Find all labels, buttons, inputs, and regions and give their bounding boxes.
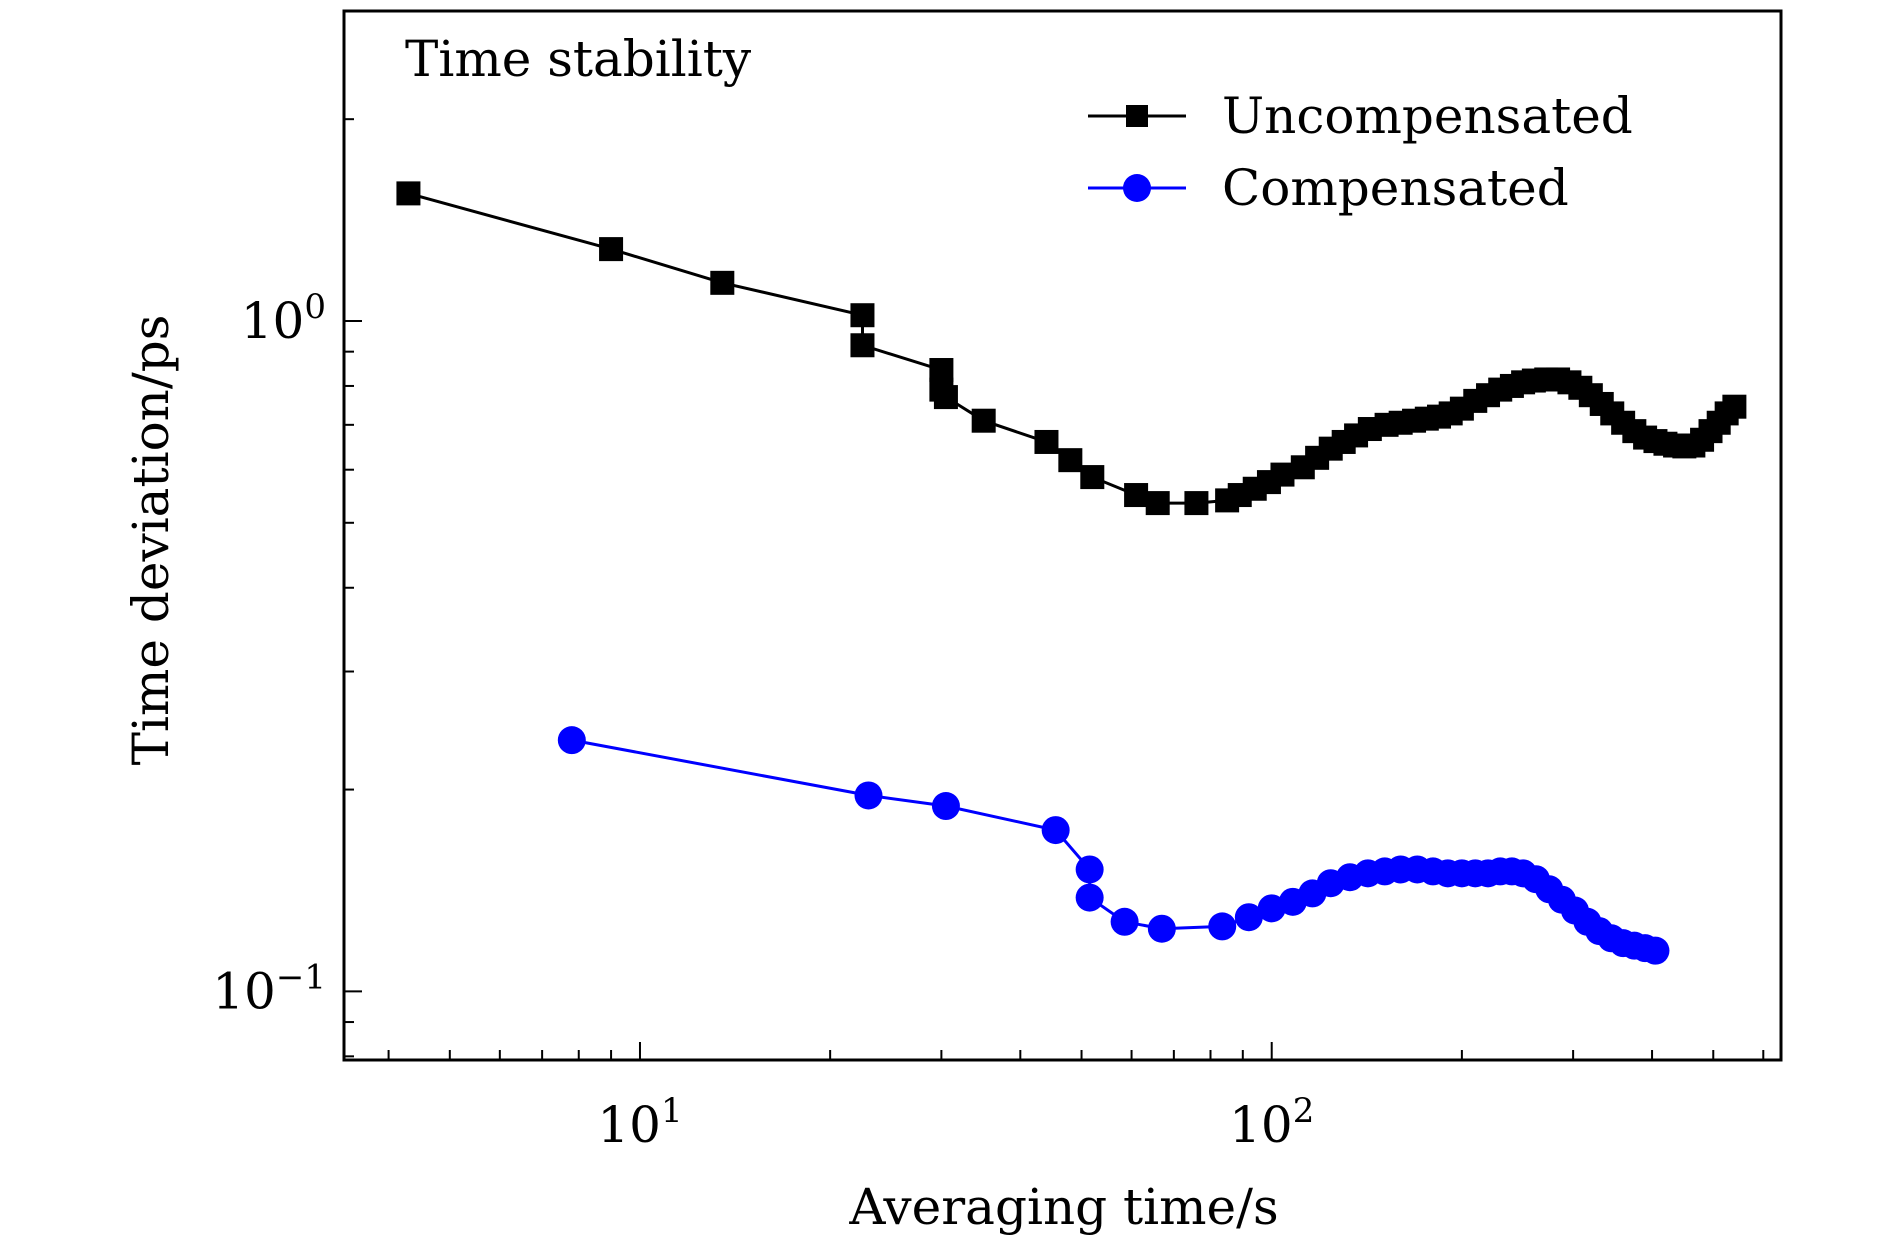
data-point-uncompensated — [1058, 448, 1083, 473]
x-axis-label: Averaging time/s — [848, 1178, 1278, 1236]
data-point-compensated — [1257, 894, 1286, 923]
data-point-uncompensated — [1034, 429, 1059, 454]
data-point-compensated — [1075, 855, 1104, 884]
data-point-compensated — [854, 781, 883, 810]
data-point-uncompensated — [710, 270, 735, 295]
data-point-uncompensated — [1080, 465, 1105, 490]
plot-frame — [342, 9, 1783, 1062]
data-point-uncompensated — [1124, 483, 1149, 508]
data-point-uncompensated — [1145, 491, 1170, 516]
legend: Uncompensated Compensated — [1088, 87, 1633, 217]
data-point-compensated — [1041, 816, 1070, 845]
data-point-compensated — [557, 726, 586, 755]
y-axis-label: Time deviation/ps — [122, 315, 180, 766]
data-point-uncompensated — [933, 385, 958, 410]
data-point-compensated — [1147, 914, 1176, 943]
data-point-compensated — [1641, 936, 1670, 965]
data-point-compensated — [1110, 907, 1139, 936]
data-point-compensated — [1234, 903, 1263, 932]
x-tick-label: 102 — [1229, 1091, 1314, 1154]
legend-label-uncompensated: Uncompensated — [1222, 87, 1633, 145]
data-point-uncompensated — [599, 237, 624, 262]
data-point-uncompensated — [850, 333, 875, 358]
data-point-uncompensated — [850, 303, 875, 328]
data-point-uncompensated — [1184, 491, 1209, 516]
data-point-compensated — [1075, 883, 1104, 912]
legend-marker-uncompensated — [1126, 105, 1148, 127]
data-point-uncompensated — [1270, 462, 1295, 487]
chart-annotation: Time stability — [405, 30, 752, 88]
data-point-uncompensated — [971, 408, 996, 433]
axis-layer: 101 102 100 10−1 — [212, 118, 1765, 1154]
series-layer — [396, 181, 1747, 965]
legend-label-compensated: Compensated — [1222, 159, 1569, 217]
data-point-uncompensated — [1722, 394, 1747, 419]
x-tick-label: 101 — [597, 1091, 682, 1154]
data-point-compensated — [931, 792, 960, 821]
data-point-uncompensated — [396, 181, 421, 206]
y-tick-label: 10−1 — [212, 957, 326, 1020]
y-tick-label: 100 — [241, 287, 326, 350]
data-point-compensated — [1208, 912, 1237, 941]
legend-marker-compensated — [1123, 174, 1151, 202]
